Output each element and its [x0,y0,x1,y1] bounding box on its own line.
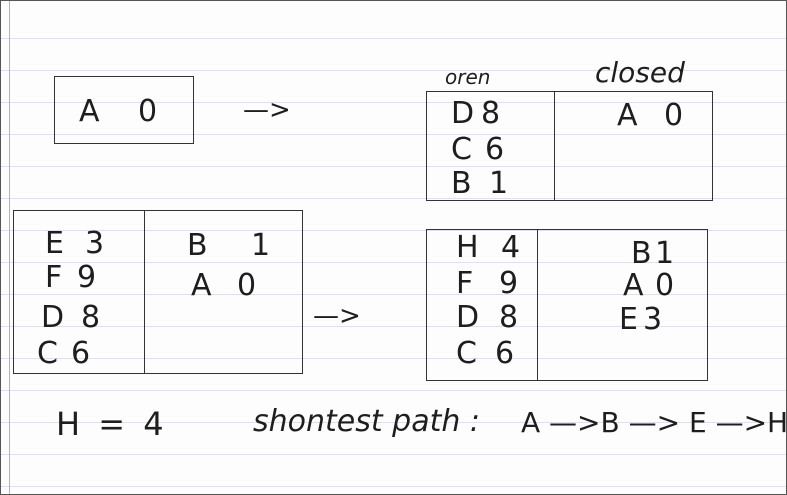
open-node: D [451,96,475,131]
shortest-path-label: shontest path : [253,404,481,439]
step2-after-table [426,229,708,381]
after-open-cost: 4 [501,230,521,265]
after-open-node: C [456,336,477,371]
start-cost: 0 [138,94,158,129]
before-open-node: D [41,300,65,335]
before-closed-node: A [191,268,212,303]
step2-before-table [13,210,303,374]
after-closed-node: E [619,302,638,337]
after-open-node: F [456,266,474,301]
step2-before-divider [144,211,145,373]
start-box [54,76,194,144]
before-closed-cost: 0 [237,268,257,303]
closed-node: A [617,98,638,133]
before-closed-cost: 1 [251,228,271,263]
before-open-node: F [45,260,63,295]
step1-result-table [426,91,713,201]
open-node: C [451,132,472,167]
open-node: B [451,166,472,201]
start-node: A [79,94,100,129]
after-closed-node: B [631,236,652,271]
after-open-node: D [456,300,480,335]
after-closed-cost: 1 [655,236,675,271]
step2-arrow: —> [313,301,361,331]
before-closed-node: B [187,228,208,263]
shortest-path-value: A —>B —> E —>H [521,406,787,439]
before-open-cost: 8 [81,300,101,335]
closed-cost: 0 [664,98,684,133]
after-open-cost: 6 [495,336,515,371]
before-open-cost: 6 [71,336,91,371]
step2-after-divider [537,230,538,380]
margin-line [9,1,10,494]
closed-label: closed [595,56,685,89]
after-open-cost: 8 [499,300,519,335]
after-open-cost: 9 [499,266,519,301]
open-cost: 1 [489,166,509,201]
after-closed-cost: 3 [643,302,663,337]
before-open-node: C [37,336,58,371]
open-cost: 8 [481,96,501,131]
before-open-cost: 3 [85,226,105,261]
open-cost: 6 [485,132,505,167]
heuristic-value: H = 4 [56,405,164,443]
after-closed-node: A [623,268,644,303]
before-open-cost: 9 [77,260,97,295]
before-open-node: E [45,226,64,261]
open-label: oren [445,65,491,89]
step1-arrow: —> [243,95,291,125]
step1-divider [554,92,555,200]
after-closed-cost: 0 [655,268,675,303]
after-open-node: H [456,230,479,265]
